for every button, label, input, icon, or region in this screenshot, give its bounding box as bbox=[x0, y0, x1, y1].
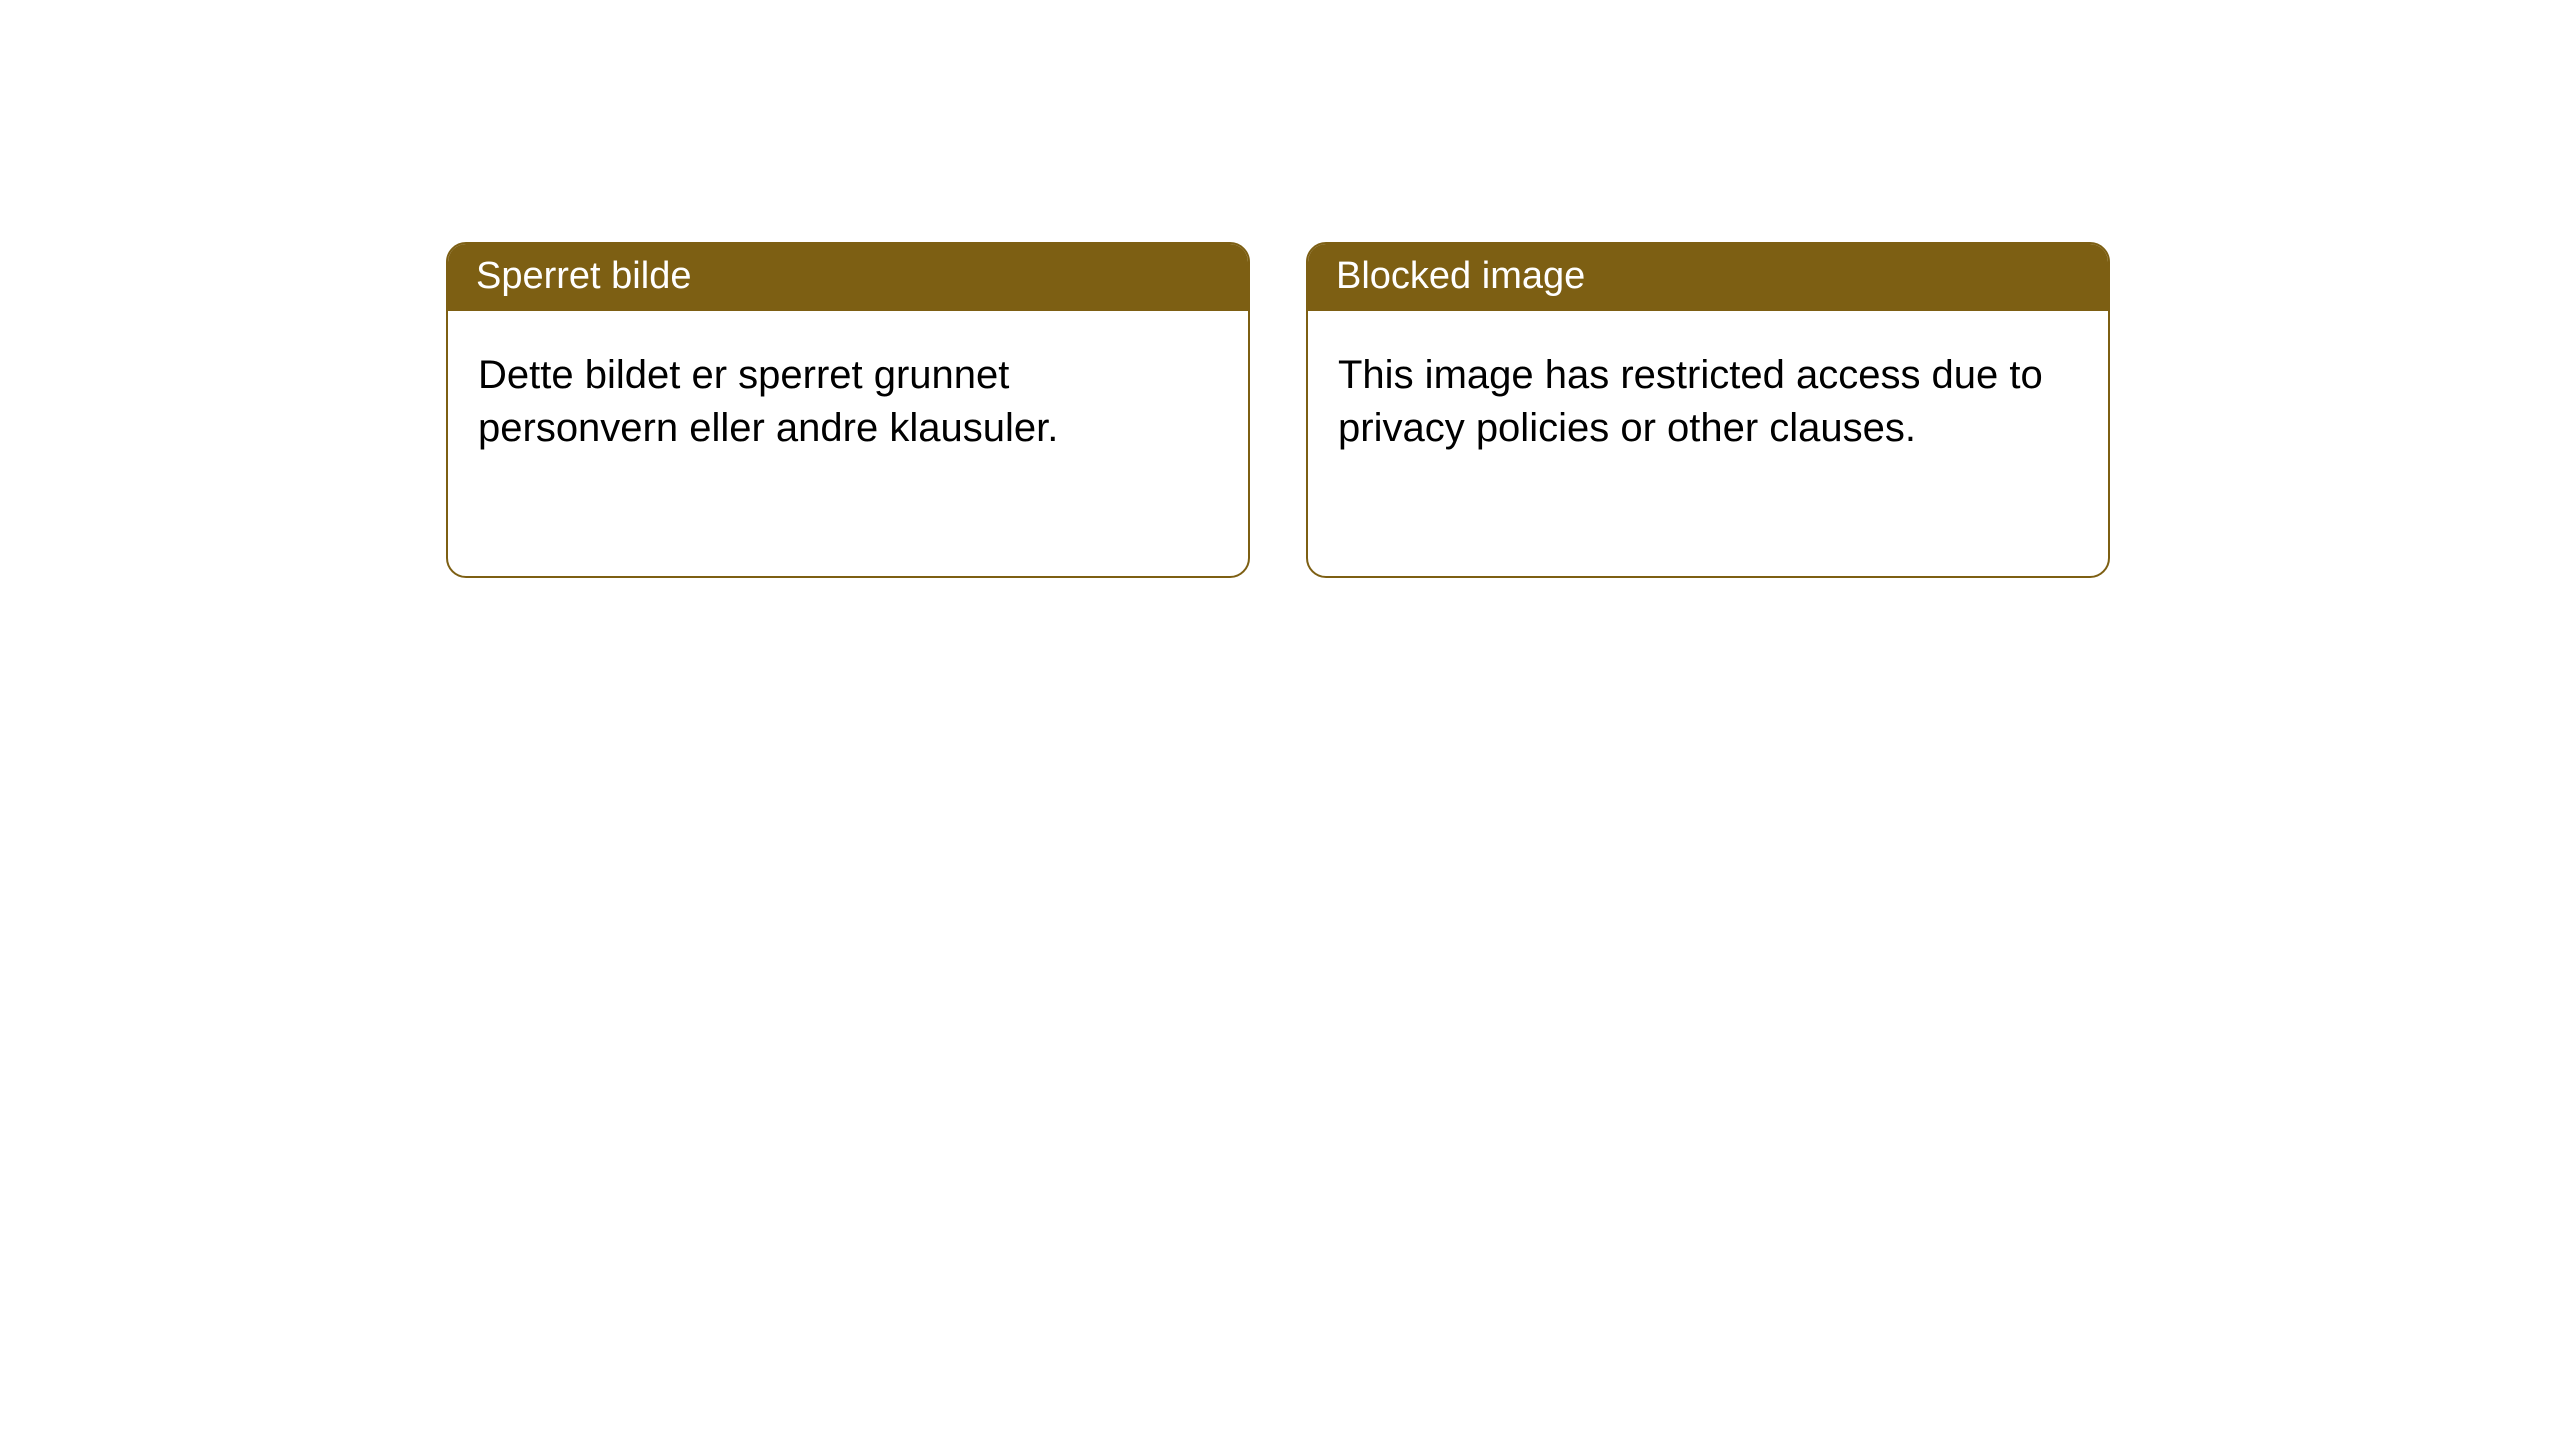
notice-card-norwegian: Sperret bilde Dette bildet er sperret gr… bbox=[446, 242, 1250, 578]
notice-header: Blocked image bbox=[1308, 244, 2108, 311]
notice-body: This image has restricted access due to … bbox=[1308, 311, 2108, 493]
notice-card-english: Blocked image This image has restricted … bbox=[1306, 242, 2110, 578]
notice-header: Sperret bilde bbox=[448, 244, 1248, 311]
notice-container: Sperret bilde Dette bildet er sperret gr… bbox=[0, 0, 2560, 578]
notice-body: Dette bildet er sperret grunnet personve… bbox=[448, 311, 1248, 493]
